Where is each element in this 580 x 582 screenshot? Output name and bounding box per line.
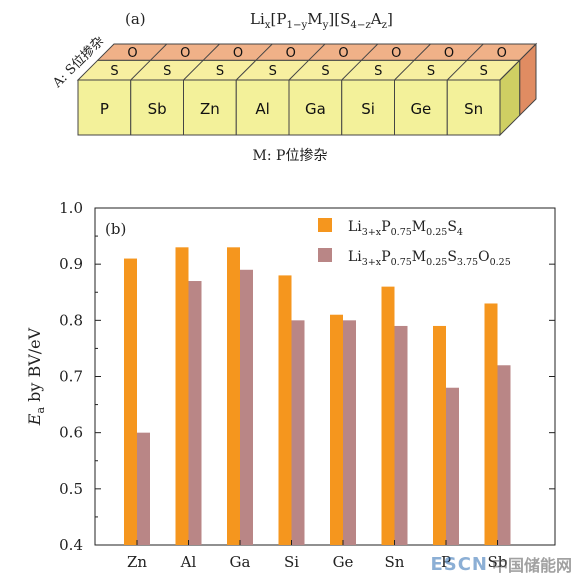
cell-divider (202, 43, 220, 61)
cell-divider (341, 59, 362, 81)
bar-series2-zn (137, 432, 150, 545)
watermark: ESCN 中国储能网 (430, 552, 572, 576)
panel-a-crystal-diagram: (a) Lix[P1−yMy][S4−zAz]PSOSbSOZnSOAlSOGaS… (49, 10, 538, 164)
x-tick-label: Sn (385, 553, 405, 571)
x-tick-label: Sb (488, 553, 508, 571)
cell-divider (446, 59, 468, 81)
o-label: O (127, 46, 137, 61)
bar-series2-sn (394, 325, 408, 545)
cell-label: Ga (305, 100, 326, 118)
y-tick-label: 0.4 (59, 536, 83, 554)
bar-series1-p (433, 325, 446, 545)
cell-divider (361, 43, 379, 61)
x-tick-label: Zn (127, 553, 147, 571)
cell-divider (255, 43, 273, 61)
cell-label: Sn (464, 100, 483, 118)
bar-series1-si (278, 275, 292, 545)
s-label: S (110, 64, 118, 79)
o-label: O (233, 46, 243, 61)
cell-divider (519, 43, 537, 61)
y-axis-label: Ea by BV/eV (25, 327, 47, 426)
cell-divider (413, 43, 431, 61)
cell-divider (308, 43, 326, 61)
bar-series1-sb (484, 303, 498, 545)
o-label: O (180, 46, 190, 61)
panel-b-label: (b) (105, 220, 126, 238)
cell-box (77, 79, 132, 136)
o-label: O (391, 46, 401, 61)
cell-box (130, 79, 184, 136)
bar-series2-ge (343, 320, 356, 545)
x-tick-label: P (441, 553, 451, 571)
cell-label: Sb (148, 100, 167, 118)
cell-box (235, 79, 290, 136)
y-tick-label: 0.7 (59, 368, 83, 386)
cell-divider (499, 59, 521, 81)
x-tick-label: Ga (230, 553, 251, 571)
x-tick-label: Ge (333, 553, 354, 571)
panel-b-bar-chart: 0.4 0.5 0.6 0.7 0.8 0.9 1.0 Zn Al Ga Si Ge Sn P Sb (b) L… (25, 199, 556, 571)
s-label: S (321, 64, 329, 79)
watermark-brand: ESCN (430, 553, 488, 575)
bar-series2-ga (240, 269, 253, 545)
cell-box (183, 79, 237, 136)
panel-a-formula: Lix[P1−yMy][S4−zAz] (250, 10, 393, 31)
bar-series2-si (291, 320, 305, 545)
watermark-site: 中国储能网 (491, 556, 572, 575)
s-label: S (269, 64, 277, 79)
cell-label: Zn (200, 100, 220, 118)
cell-divider (288, 59, 310, 81)
legend-swatch (318, 248, 332, 262)
cell-label: Al (255, 100, 269, 118)
y-tick-label: 0.5 (59, 480, 83, 498)
cell-label: Ge (410, 100, 431, 118)
x-tick-label: Si (284, 553, 299, 571)
cell-divider (235, 59, 257, 81)
legend-label: Li3+xP0.75M0.25S3.75O0.25 (348, 249, 511, 268)
o-label: O (497, 46, 507, 61)
bar-series1-ge (330, 314, 343, 545)
cell-label: P (100, 100, 109, 118)
panel-a-label: (a) (125, 10, 146, 28)
s-label: S (374, 64, 382, 79)
y-tick-label: 1.0 (59, 199, 83, 217)
legend-label: Li3+xP0.75M0.25S4 (348, 219, 463, 238)
cell-divider (183, 59, 204, 81)
o-label: O (286, 46, 296, 61)
cell-divider (394, 59, 415, 81)
y-tick-label: 0.9 (59, 255, 83, 273)
o-label: O (444, 46, 454, 61)
bar-series1-al (175, 247, 189, 546)
panel-a-bottom-label: M: P位掺杂 (253, 147, 328, 164)
cell-box (446, 79, 501, 136)
bar-series1-zn (124, 258, 137, 545)
o-label: O (338, 46, 348, 61)
s-label: S (216, 64, 224, 79)
cell-box (288, 79, 343, 136)
cell-divider (130, 59, 151, 81)
cell-divider (150, 43, 168, 61)
s-label: S (480, 64, 488, 79)
legend-swatch (318, 218, 332, 232)
bar-series1-ga (227, 247, 240, 546)
x-tick-label: Al (180, 553, 197, 571)
bar-series2-p (446, 387, 459, 545)
s-label: S (163, 64, 171, 79)
bar-series2-al (188, 281, 202, 545)
cell-label: Si (361, 100, 375, 118)
y-tick-label: 0.6 (59, 424, 83, 442)
bar-series2-sb (497, 365, 511, 545)
cell-divider (466, 43, 484, 61)
bar-series1-sn (381, 286, 395, 545)
s-label: S (427, 64, 435, 79)
y-tick-label: 0.8 (59, 311, 83, 329)
